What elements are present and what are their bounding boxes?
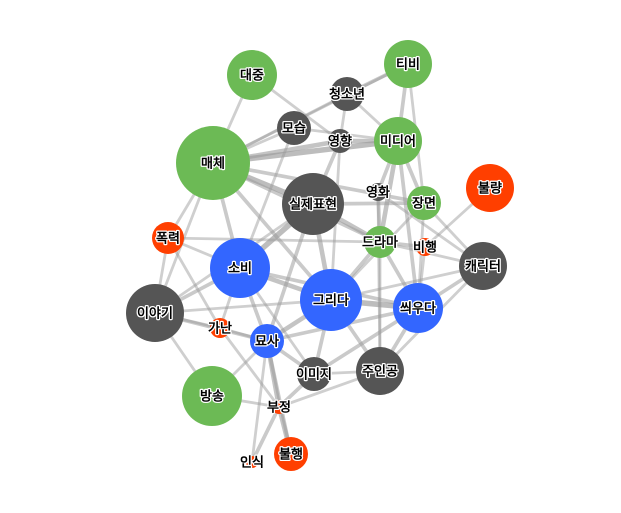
node-geurida[interactable]: 그리다: [300, 269, 362, 331]
node-circle-ssiuda[interactable]: [393, 283, 443, 333]
node-label-maeche: 매체: [201, 157, 225, 172]
node-label-tibi: 티비: [396, 57, 420, 73]
node-label-myosa: 묘사: [255, 334, 279, 350]
node-moseup[interactable]: 모습: [277, 111, 311, 145]
node-bangsong[interactable]: 방송: [182, 366, 242, 426]
node-circle-moseup[interactable]: [277, 111, 311, 145]
node-circle-myosa[interactable]: [250, 324, 284, 358]
node-label-bulhaeng: 불행: [279, 447, 303, 463]
node-label-yeonghwa: 영화: [366, 185, 390, 201]
node-label-juingong: 주인공: [362, 364, 398, 380]
node-circle-yeonghyang[interactable]: [328, 129, 352, 153]
edge-myosa-insik: [250, 339, 269, 464]
node-circle-imiji[interactable]: [297, 357, 331, 391]
edge-yeonghwa-juingong: [376, 190, 382, 373]
edge-midieo-ssiuda: [396, 139, 420, 310]
node-label-pokryeok: 폭력: [156, 232, 180, 247]
node-sobi[interactable]: 소비: [210, 238, 270, 298]
node-circle-bulhaeng[interactable]: [274, 437, 308, 471]
node-circle-bujeong[interactable]: [272, 400, 286, 414]
node-label-imiji: 이미지: [296, 367, 332, 383]
node-pokryeok[interactable]: 폭력: [152, 222, 184, 254]
node-silje[interactable]: 실제표현: [282, 173, 344, 235]
node-bihaeng[interactable]: 비행: [412, 238, 438, 257]
node-label-geurida: 그리다: [313, 293, 349, 309]
node-label-silje: 실제표현: [289, 197, 337, 213]
node-bullyang[interactable]: 불량: [466, 164, 514, 212]
node-label-daejung: 대중: [240, 69, 264, 84]
node-label-kaerikteo: 캐릭터: [465, 259, 501, 275]
node-maeche[interactable]: 매체: [176, 126, 250, 200]
node-circle-insik[interactable]: [246, 456, 258, 468]
node-circle-bangsong[interactable]: [182, 366, 242, 426]
node-label-bihaeng: 비행: [413, 240, 437, 256]
node-label-sobi: 소비: [228, 262, 252, 277]
node-circle-cheongsonyeon[interactable]: [330, 77, 364, 111]
node-circle-bullyang[interactable]: [466, 164, 514, 212]
node-ganan[interactable]: 가난: [207, 318, 233, 338]
node-label-insik: 인식: [240, 455, 264, 471]
node-label-bangsong: 방송: [200, 389, 224, 405]
node-imiji[interactable]: 이미지: [295, 357, 333, 391]
node-label-yeonghyang: 영향: [328, 134, 352, 150]
edge-pokryeok-deurama: [166, 236, 382, 244]
node-label-bujeong: 부정: [267, 400, 291, 416]
node-bujeong[interactable]: 부정: [266, 398, 292, 417]
node-label-midieo: 미디어: [380, 134, 416, 150]
node-midieo[interactable]: 미디어: [374, 117, 422, 165]
node-label-ganan: 가난: [208, 322, 232, 337]
node-circle-jangmyeon[interactable]: [407, 186, 441, 220]
node-insik[interactable]: 인식: [239, 453, 265, 472]
node-circle-yeonghwa[interactable]: [369, 183, 387, 201]
node-circle-tibi[interactable]: [384, 40, 432, 88]
node-circle-kaerikteo[interactable]: [459, 242, 507, 290]
node-label-bullyang: 불량: [478, 182, 502, 197]
node-circle-midieo[interactable]: [374, 117, 422, 165]
node-label-ssiuda: 씌우다: [400, 301, 436, 317]
node-label-iyagi: 이야기: [137, 306, 173, 322]
edge-ganan-bujeong: [218, 326, 281, 409]
node-myosa[interactable]: 묘사: [250, 324, 284, 358]
node-kaerikteo[interactable]: 캐릭터: [459, 242, 507, 290]
node-circle-pokryeok[interactable]: [152, 222, 184, 254]
node-circle-daejung[interactable]: [227, 50, 277, 100]
node-circle-sobi[interactable]: [210, 238, 270, 298]
node-circle-ganan[interactable]: [210, 318, 230, 338]
node-label-jangmyeon: 장면: [412, 196, 436, 212]
node-bulhaeng[interactable]: 불행: [274, 437, 308, 471]
node-cheongsonyeon[interactable]: 청소년: [328, 77, 366, 111]
node-jangmyeon[interactable]: 장면: [407, 186, 441, 220]
node-label-deurama: 드라마: [362, 235, 398, 251]
node-circle-deurama[interactable]: [364, 226, 396, 258]
node-circle-geurida[interactable]: [300, 269, 362, 331]
node-tibi[interactable]: 티비: [384, 40, 432, 88]
node-circle-juingong[interactable]: [356, 347, 404, 395]
node-daejung[interactable]: 대중: [227, 50, 277, 100]
node-label-moseup: 모습: [282, 122, 306, 137]
node-yeonghwa[interactable]: 영화: [365, 183, 391, 202]
edge-pokryeok-ganan: [166, 236, 222, 330]
node-circle-bihaeng[interactable]: [416, 238, 434, 256]
node-iyagi[interactable]: 이야기: [126, 284, 184, 342]
node-circle-iyagi[interactable]: [126, 284, 184, 342]
node-circle-silje[interactable]: [282, 173, 344, 235]
node-deurama[interactable]: 드라마: [361, 226, 399, 258]
node-label-cheongsonyeon: 청소년: [329, 87, 365, 103]
edge-bujeong-insik: [250, 405, 281, 464]
node-juingong[interactable]: 주인공: [356, 347, 404, 395]
node-ssiuda[interactable]: 씌우다: [393, 283, 443, 333]
node-yeonghyang[interactable]: 영향: [327, 129, 353, 153]
node-circle-maeche[interactable]: [176, 126, 250, 200]
